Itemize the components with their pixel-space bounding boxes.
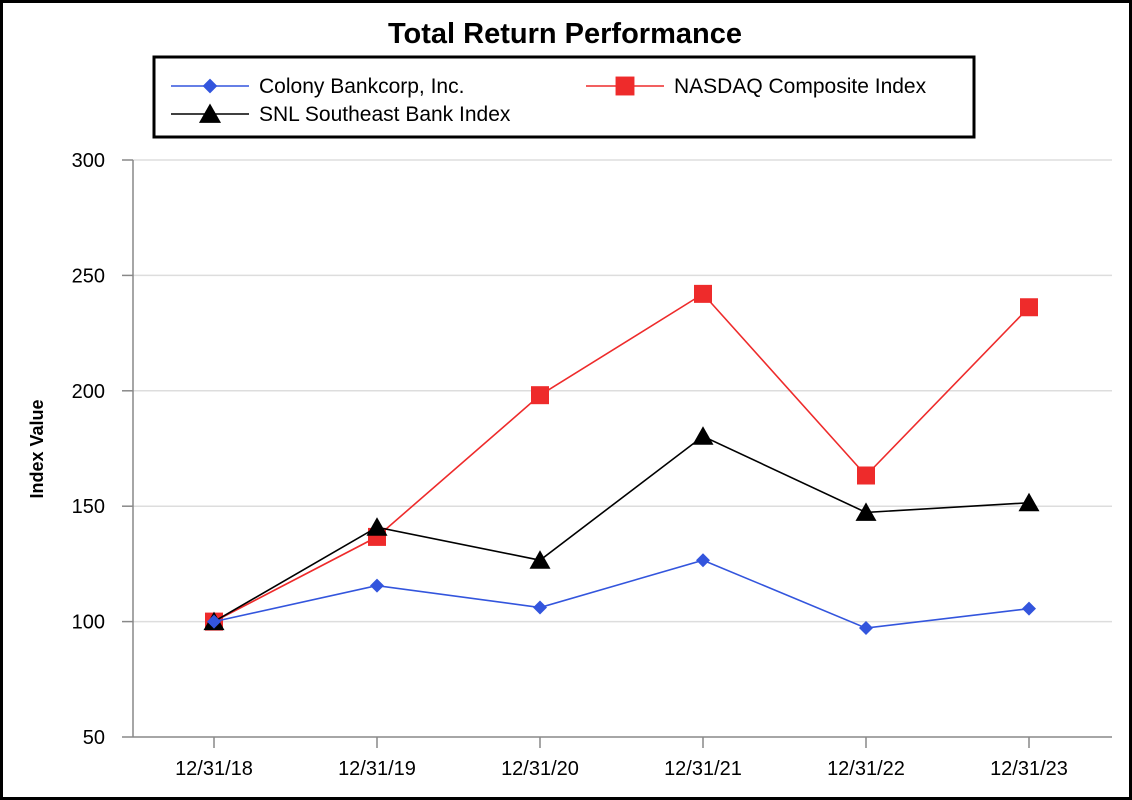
data-point-triangle <box>692 426 714 445</box>
legend-label: Colony Bankcorp, Inc. <box>259 75 464 98</box>
legend-label: SNL Southeast Bank Index <box>259 103 511 126</box>
legend-box <box>152 55 976 139</box>
legend: Colony Bankcorp, Inc. NASDAQ Composite In… <box>152 55 976 139</box>
data-point-square <box>531 386 549 405</box>
x-tick-label: 12/31/22 <box>827 758 905 780</box>
chart-title: Total Return Performance <box>388 18 742 50</box>
data-point-diamond <box>207 614 221 629</box>
y-tick-label: 150 <box>72 496 105 518</box>
legend-item: NASDAQ Composite Index <box>586 75 927 98</box>
series-line <box>213 292 1030 623</box>
legend-item: Colony Bankcorp, Inc. <box>171 75 464 98</box>
series-lines <box>203 284 1040 636</box>
series-diamond <box>207 553 1036 636</box>
data-point-square <box>694 284 712 303</box>
axes: 50 100 150 200 250 300 12/31/18 12/31/19 12/31/2… <box>72 150 1112 780</box>
legend-item: SNL Southeast Bank Index <box>171 103 511 126</box>
legend-label: NASDAQ Composite Index <box>674 75 927 98</box>
data-point-triangle <box>529 550 551 569</box>
y-axis-label: Index Value <box>27 399 47 498</box>
data-point-triangle <box>855 502 877 521</box>
y-tick-label: 250 <box>72 265 105 287</box>
data-point-square <box>857 466 875 485</box>
y-tick-label: 50 <box>83 727 105 749</box>
data-point-diamond <box>1022 601 1036 616</box>
x-tick-label: 12/31/19 <box>338 758 416 780</box>
series-square <box>205 284 1038 631</box>
data-point-triangle <box>366 517 388 536</box>
x-tick-label: 12/31/21 <box>664 758 742 780</box>
gridlines <box>133 159 1112 623</box>
data-point-diamond <box>696 553 710 568</box>
x-tick-label: 12/31/20 <box>501 758 579 780</box>
y-tick-label: 300 <box>72 150 105 172</box>
series-triangle <box>203 426 1040 631</box>
y-tick-label: 200 <box>72 381 105 403</box>
y-tick-label: 100 <box>72 612 105 634</box>
data-point-diamond <box>859 621 873 636</box>
data-point-triangle <box>1018 492 1040 512</box>
series-line <box>213 435 1030 623</box>
legend-marker-square <box>615 76 635 96</box>
legend-marker-diamond <box>202 78 218 94</box>
data-point-diamond <box>370 578 384 593</box>
x-tick-label: 12/31/23 <box>990 758 1068 780</box>
legend-marker-triangle <box>198 103 222 123</box>
x-tick-label: 12/31/18 <box>175 758 253 780</box>
data-point-diamond <box>533 600 547 615</box>
data-point-square <box>1020 298 1038 317</box>
series-line <box>213 559 1030 629</box>
